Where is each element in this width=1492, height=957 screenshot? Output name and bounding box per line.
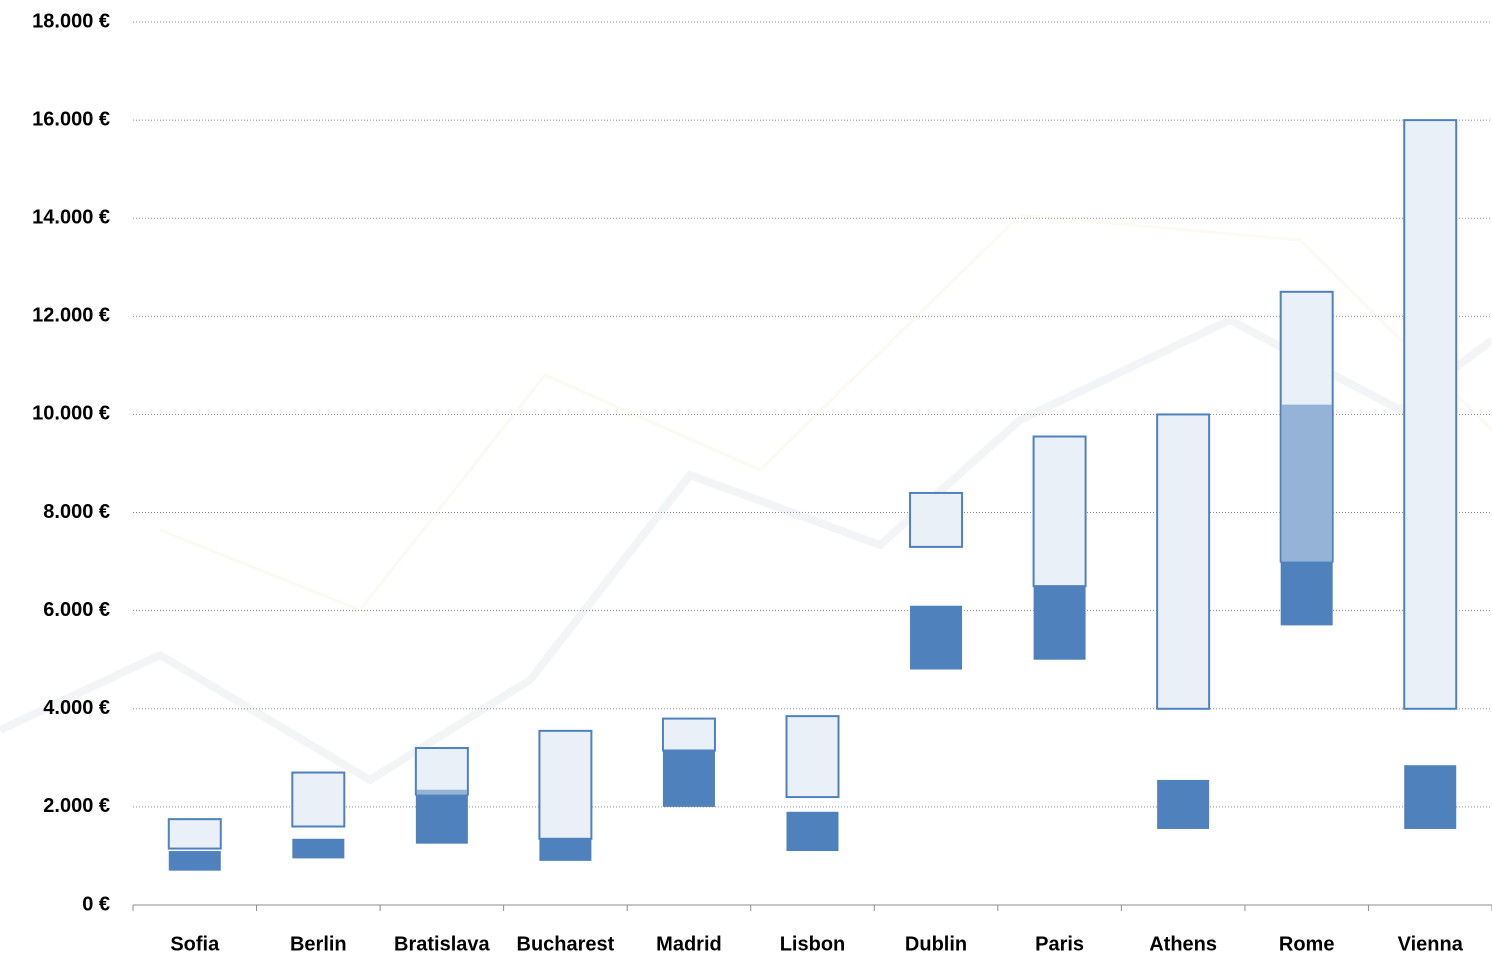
range-box-dark	[1404, 765, 1457, 829]
x-tick-label: Berlin	[290, 933, 347, 955]
x-tick-label: Madrid	[656, 933, 722, 955]
range-overlap	[1281, 404, 1332, 562]
x-tick-label: Athens	[1149, 933, 1217, 955]
y-tick-label: 10.000 €	[32, 403, 110, 425]
x-tick-label: Bratislava	[394, 933, 490, 955]
x-tick-label: Vienna	[1398, 933, 1464, 955]
x-tick-label: Rome	[1279, 933, 1335, 955]
y-tick-label: 14.000 €	[32, 207, 110, 229]
x-tick-label: Dublin	[905, 933, 967, 955]
range-box-dark	[292, 838, 345, 859]
range-box-light	[167, 818, 222, 850]
watermark	[0, 213, 1492, 785]
range-box-light	[909, 491, 964, 548]
range-box-light	[1032, 435, 1087, 588]
x-tick-label: Sofia	[170, 933, 220, 955]
y-tick-label: 16.000 €	[32, 108, 110, 130]
y-tick-label: 2.000 €	[43, 795, 110, 817]
range-box-dark	[539, 838, 592, 861]
range-box-dark	[662, 750, 715, 807]
range-box-light	[291, 771, 346, 828]
range-box-light	[414, 747, 469, 796]
x-tick-label: Bucharest	[517, 933, 615, 955]
range-overlap	[416, 789, 467, 795]
range-box-dark	[415, 789, 468, 844]
range-box-light	[661, 717, 716, 752]
range-box-dark	[786, 811, 839, 852]
y-tick-label: 0 €	[82, 893, 110, 915]
y-tick-label: 6.000 €	[43, 599, 110, 621]
range-box-dark	[910, 605, 963, 670]
y-tick-label: 12.000 €	[32, 305, 110, 327]
range-box-dark	[1157, 779, 1210, 829]
range-box-dark	[168, 851, 221, 871]
y-tick-label: 8.000 €	[43, 501, 110, 523]
range-box-dark	[1033, 586, 1086, 660]
range-box-light	[1403, 119, 1458, 710]
x-tick-label: Paris	[1035, 933, 1084, 955]
range-box-light	[538, 729, 593, 840]
y-tick-label: 18.000 €	[32, 10, 110, 32]
range-box-light	[1156, 413, 1211, 710]
y-tick-label: 4.000 €	[43, 697, 110, 719]
range-box-light	[785, 715, 840, 799]
x-tick-label: Lisbon	[780, 933, 846, 955]
